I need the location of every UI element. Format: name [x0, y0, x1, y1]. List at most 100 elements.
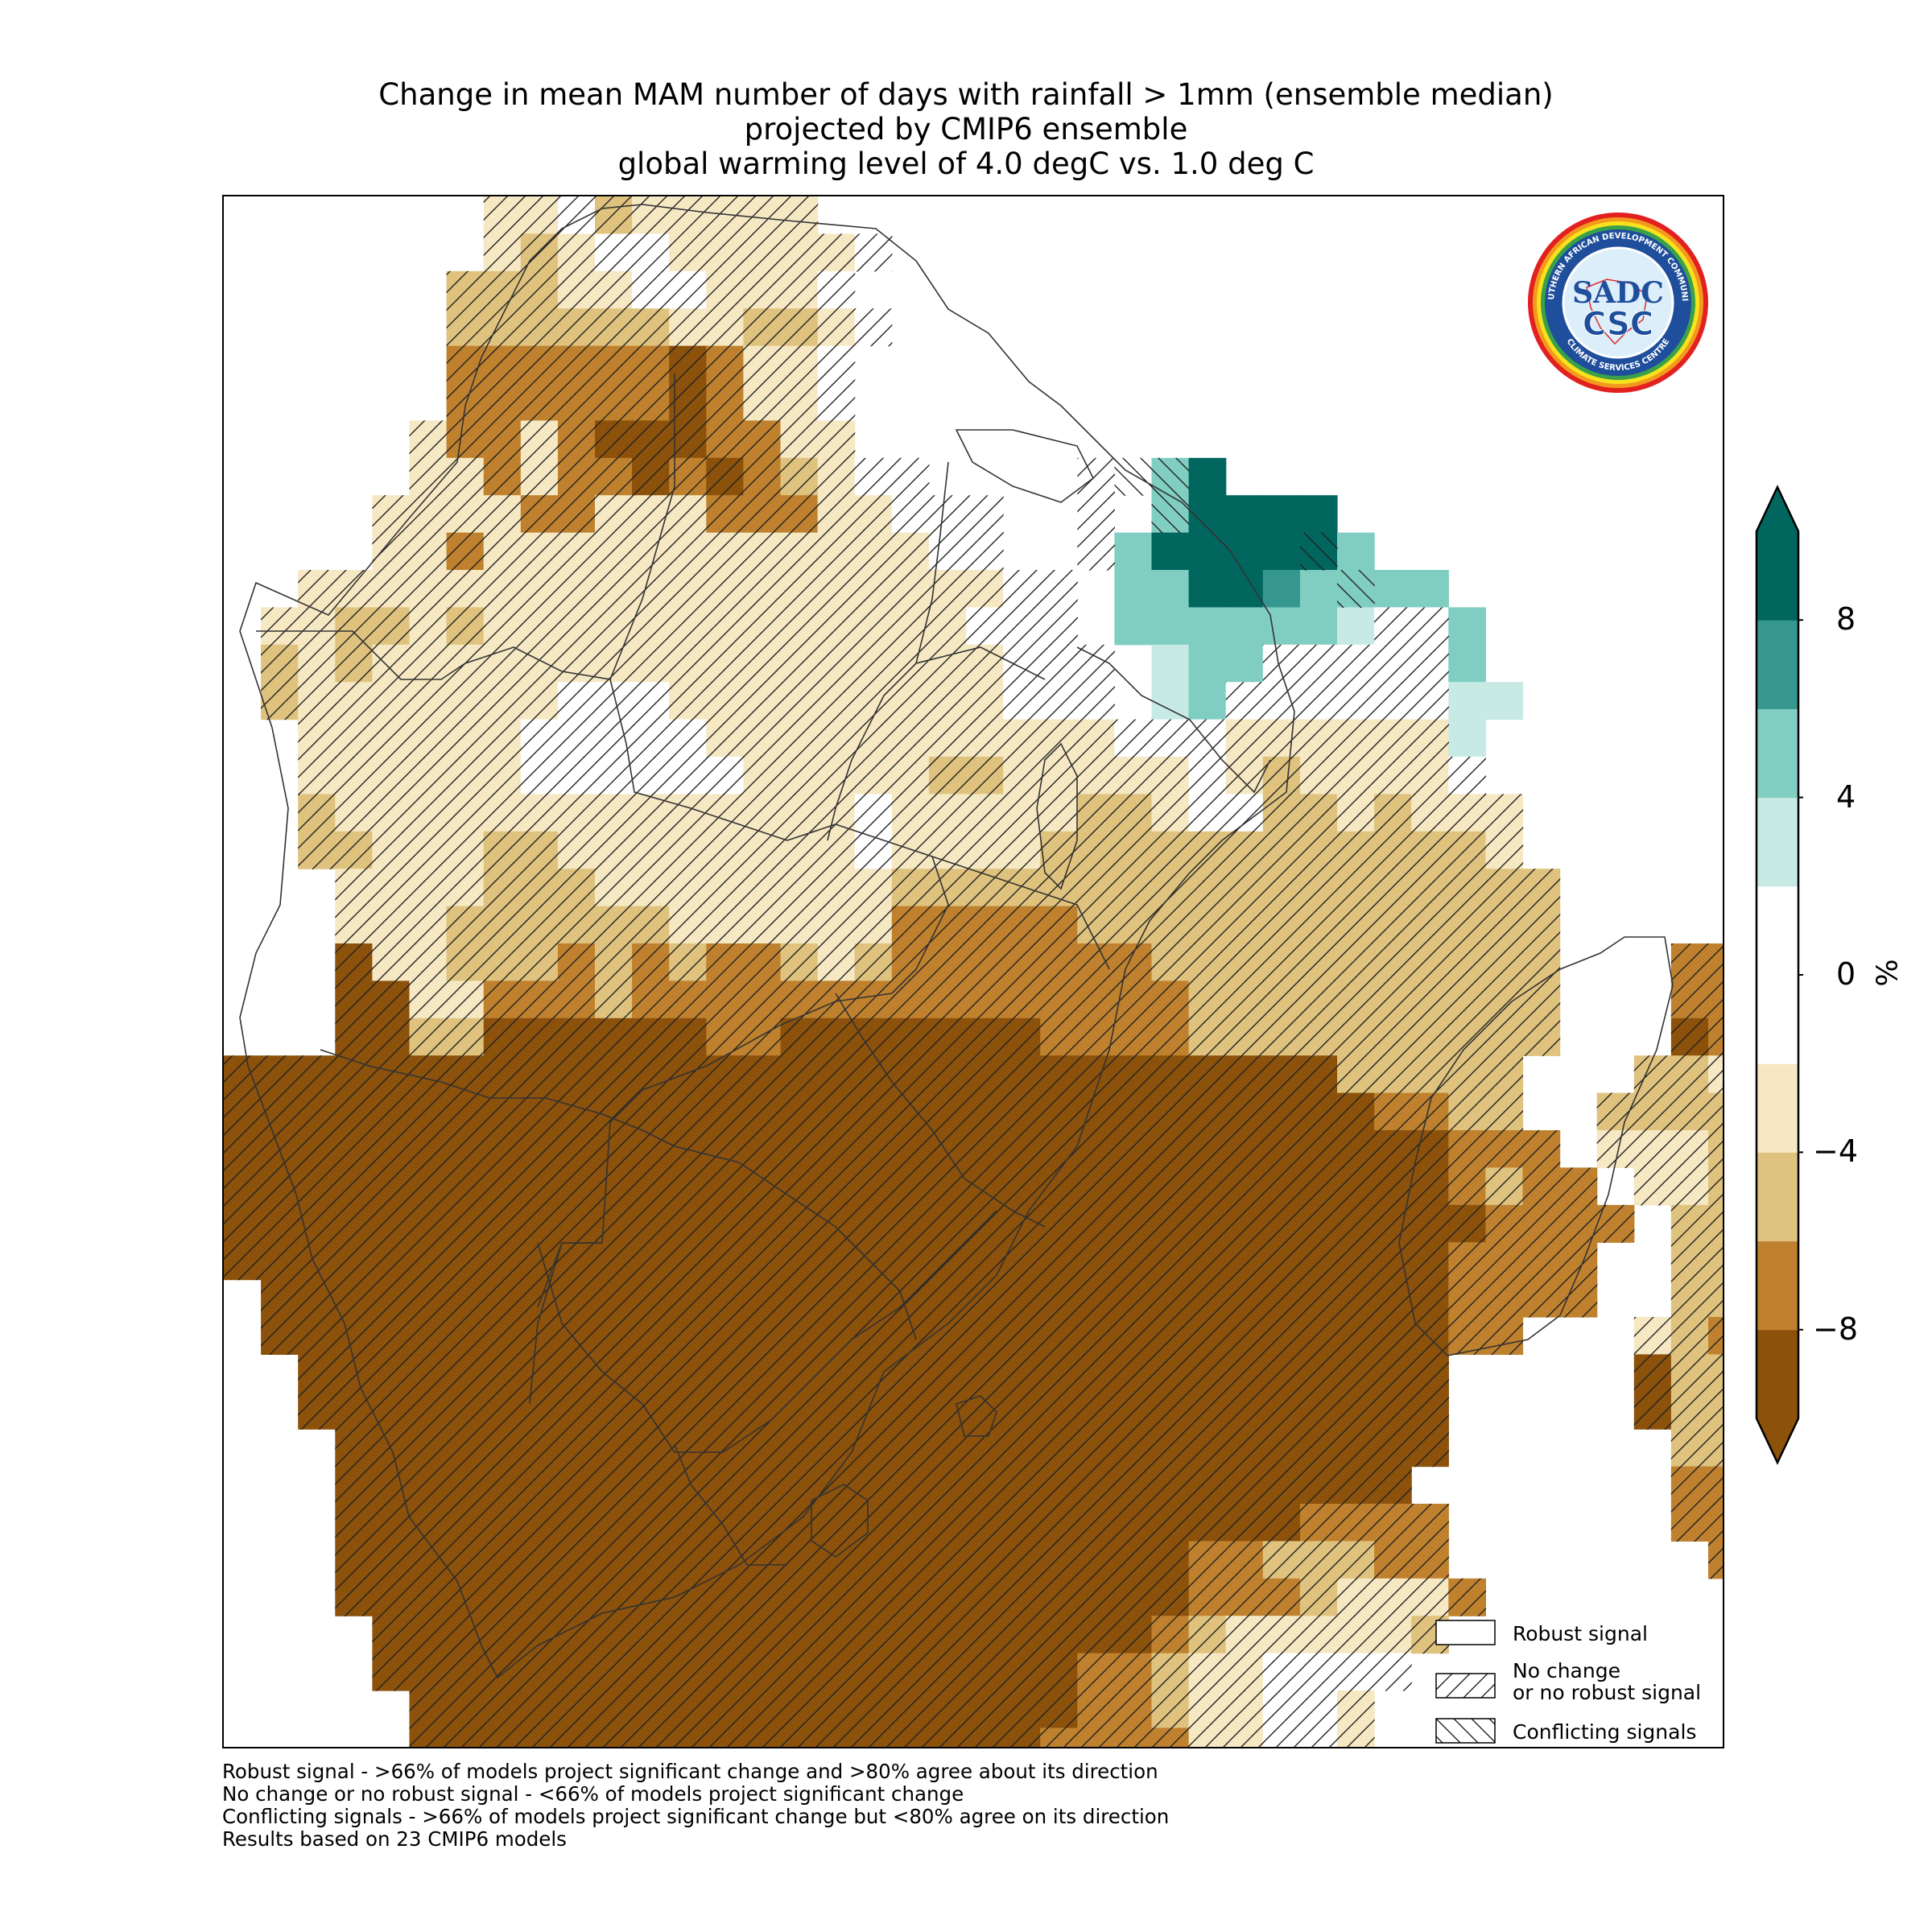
hatch-no-change: [1188, 1616, 1227, 1654]
hatch-no-change: [557, 1466, 596, 1505]
hatch-no-change: [446, 757, 485, 795]
hatch-no-change: [1299, 1616, 1338, 1654]
map-panel: [222, 195, 1724, 1748]
hatch-no-change: [1114, 1354, 1153, 1393]
hatch-no-change: [595, 495, 633, 534]
legend-label-no-change-1: No change: [1513, 1659, 1620, 1682]
hatch-no-change: [928, 719, 967, 758]
hatch-no-change: [1485, 831, 1524, 869]
hatch-no-change: [854, 1130, 893, 1168]
hatch-no-change: [817, 943, 856, 981]
hatch-no-change: [928, 1167, 967, 1206]
hatch-no-change: [1337, 1466, 1375, 1505]
hatch-no-change: [966, 1690, 1004, 1728]
hatch-no-change: [483, 682, 522, 720]
hatch-no-change: [743, 1578, 782, 1616]
hatch-no-change: [966, 794, 1004, 832]
hatch-no-change: [780, 980, 819, 1019]
hatch-no-change: [1374, 1541, 1412, 1579]
grid-cell: [1188, 495, 1227, 534]
hatch-no-change: [1040, 719, 1078, 758]
hatch-no-change: [409, 869, 448, 907]
hatch-no-change: [1040, 682, 1078, 720]
hatch-no-change: [1708, 1055, 1723, 1094]
hatch-no-change: [1299, 1504, 1338, 1542]
hatch-no-change: [520, 1354, 559, 1393]
hatch-no-change: [1114, 1616, 1153, 1654]
hatch-no-change: [928, 1728, 967, 1747]
hatch-no-change: [966, 1130, 1004, 1168]
hatch-no-change: [1411, 1504, 1449, 1542]
hatch-no-change: [298, 1204, 336, 1243]
hatch-no-change: [1040, 570, 1078, 608]
hatch-no-change: [1374, 1242, 1412, 1281]
colorbar-segment: [1757, 531, 1798, 621]
hatch-no-change: [1670, 1130, 1709, 1168]
hatch-no-change: [1299, 1279, 1338, 1318]
hatch-no-change: [1077, 1317, 1115, 1355]
hatch-no-change: [409, 532, 448, 571]
hatch-no-change: [706, 1242, 744, 1281]
hatch-no-change: [817, 233, 856, 272]
hatch-no-change: [743, 1055, 782, 1094]
hatch-no-change: [520, 570, 559, 608]
colorbar: [1755, 485, 1803, 1465]
hatch-no-change: [1299, 1242, 1338, 1281]
hatch-no-change: [1411, 980, 1449, 1019]
grid-cell: [1114, 532, 1153, 571]
hatch-no-change: [1374, 1653, 1412, 1691]
hatch-no-change: [409, 1541, 448, 1579]
hatch-no-change: [1299, 1541, 1338, 1579]
hatch-no-change: [743, 420, 782, 459]
hatch-no-change: [928, 794, 967, 832]
hatch-no-change: [817, 1616, 856, 1654]
hatch-no-change: [1337, 1690, 1375, 1728]
hatch-no-change: [520, 1690, 559, 1728]
hatch-no-change: [595, 1728, 633, 1747]
hatch-no-change: [520, 1391, 559, 1430]
hatch-no-change: [1262, 719, 1301, 758]
hatch-no-change: [780, 1055, 819, 1094]
border-b: [609, 374, 675, 680]
hatch-no-change: [1114, 943, 1153, 981]
hatch-no-change: [520, 943, 559, 981]
hatch-no-change: [1337, 980, 1375, 1019]
hatch-no-change: [1077, 1130, 1115, 1168]
hatch-no-change: [743, 644, 782, 683]
hatch-no-change: [1337, 1391, 1375, 1430]
grid-cell: [1262, 532, 1301, 571]
hatch-no-change: [557, 1279, 596, 1318]
hatch-no-change: [780, 345, 819, 384]
hatch-no-change: [780, 719, 819, 758]
hatch-no-change: [1188, 1429, 1227, 1468]
hatch-no-change: [446, 383, 485, 421]
hatch-no-change: [966, 1242, 1004, 1281]
hatch-no-change: [1262, 1391, 1301, 1430]
hatch-no-change: [743, 1018, 782, 1056]
hatch-no-change: [1225, 1354, 1264, 1393]
grid-cell: [1188, 532, 1227, 571]
hatch-no-change: [632, 980, 670, 1019]
hatch-no-change: [1114, 794, 1153, 832]
hatch-no-change: [595, 1204, 633, 1243]
hatch-no-change: [595, 1055, 633, 1094]
grid-cell: [1188, 457, 1227, 496]
hatch-no-change: [595, 682, 633, 720]
hatch-no-change: [1411, 1578, 1449, 1616]
hatch-no-change: [520, 270, 559, 309]
hatch-no-change: [1003, 1018, 1041, 1056]
hatch-no-change: [1151, 1616, 1190, 1654]
hatch-no-change: [706, 644, 744, 683]
hatch-no-change: [520, 233, 559, 272]
hatch-no-change: [632, 1616, 670, 1654]
hatch-no-change: [1633, 1167, 1672, 1206]
hatch-no-change: [1040, 1018, 1078, 1056]
hatch-no-change: [1374, 1055, 1412, 1094]
hatch-no-change: [1337, 1653, 1375, 1691]
hatch-no-change: [1262, 1541, 1301, 1579]
hatch-no-change: [817, 869, 856, 907]
hatch-no-change: [891, 1578, 930, 1616]
hatch-no-change: [780, 270, 819, 309]
hatch-no-change: [1225, 980, 1264, 1019]
hatch-no-change: [854, 1167, 893, 1206]
